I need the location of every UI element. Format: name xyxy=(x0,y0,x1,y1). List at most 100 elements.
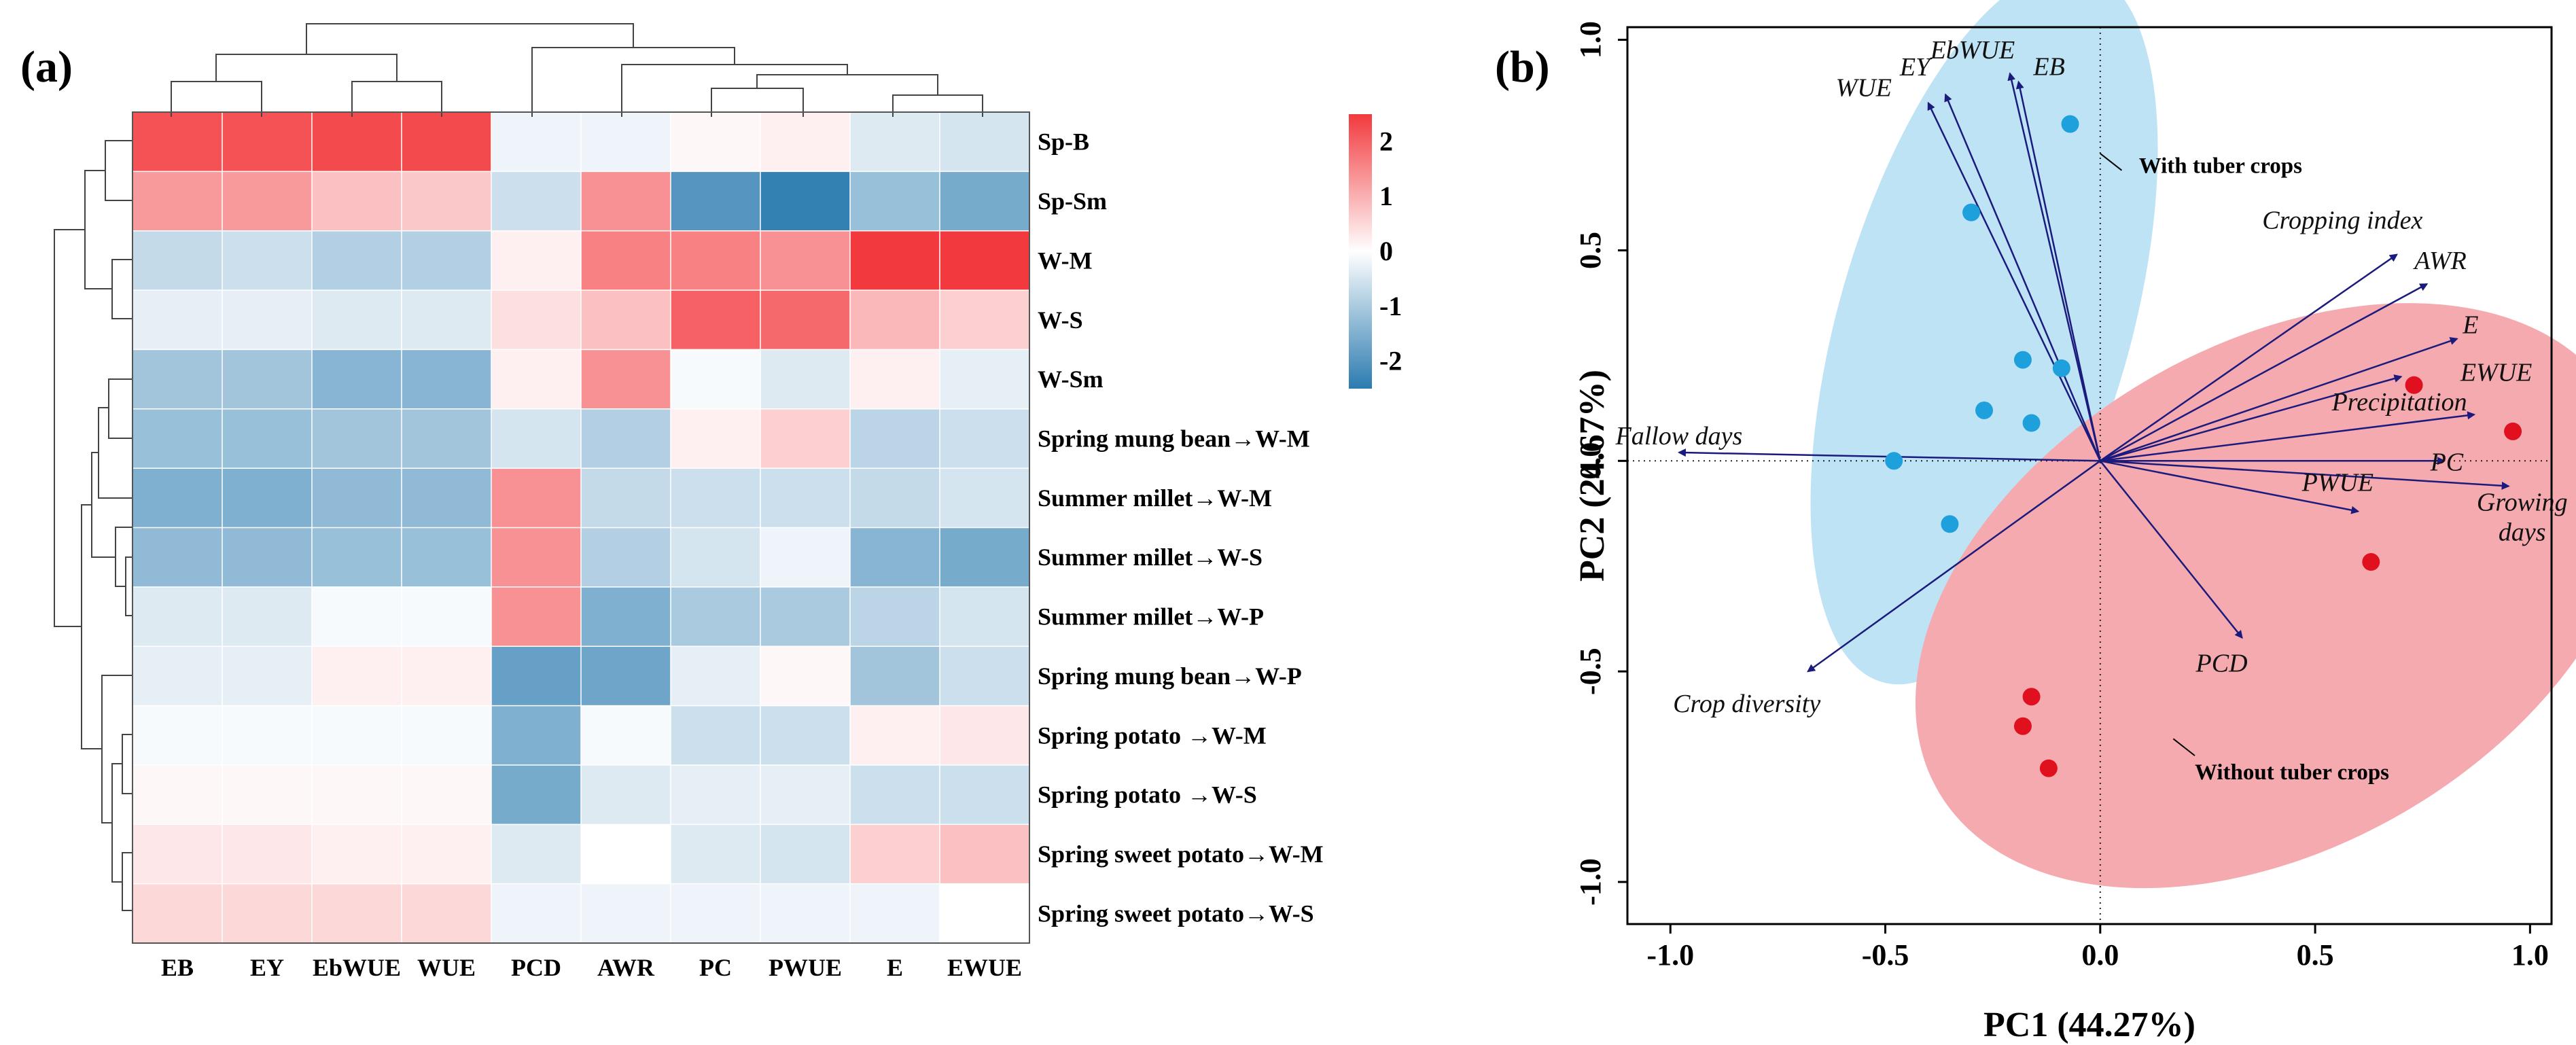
row-label: Spring sweet potato→W-S xyxy=(1038,900,1314,927)
heatmap-cell xyxy=(939,764,1031,826)
sample-point xyxy=(2013,717,2032,735)
loading-label: Fallow days xyxy=(1615,422,1742,450)
row-label: Summer millet→W-M xyxy=(1038,484,1272,512)
panel-label-b: (b) xyxy=(1495,42,1550,92)
loading-label: AWR xyxy=(2412,247,2467,275)
heatmap-cell xyxy=(939,289,1031,351)
row-label: Sp-Sm xyxy=(1038,188,1107,215)
legend-tick-label: 1 xyxy=(1379,181,1393,211)
heatmap-cell xyxy=(311,289,403,351)
axis-ticks: -1.0 -0.5 0.0 0.5 1.0 -1.0 -0.5 0.0 0.5 1.0 xyxy=(1574,21,2549,972)
heatmap-cell xyxy=(849,883,941,944)
heatmap-cell xyxy=(580,705,672,766)
annotation-leader xyxy=(2172,738,2195,756)
heatmap-cell xyxy=(401,467,493,529)
heatmap-cell xyxy=(311,705,403,766)
heatmap-cell xyxy=(491,111,582,173)
heatmap-cell xyxy=(760,111,851,173)
heatmap-cell xyxy=(939,111,1031,173)
heatmap-cell xyxy=(760,645,851,707)
heatmap-cell xyxy=(580,645,672,707)
loading-label: EbWUE xyxy=(1930,36,2015,65)
heatmap-cell xyxy=(491,349,582,410)
column-label: PCD xyxy=(511,954,561,981)
heatmap-cell xyxy=(849,645,941,707)
heatmap-cell xyxy=(491,527,582,588)
heatmap-cell xyxy=(401,230,493,291)
row-dendro-branch-3 xyxy=(84,170,112,289)
heatmap-cell xyxy=(849,527,941,588)
row-dendro-branch-10 xyxy=(108,378,133,439)
loading-arrow xyxy=(2100,460,2510,490)
heatmap-cell xyxy=(939,586,1031,648)
column-label: E xyxy=(887,954,903,981)
loading-arrow xyxy=(2100,460,2360,514)
loading-label: Cropping index xyxy=(2262,207,2422,235)
heatmap-cell xyxy=(580,408,672,470)
heatmap-cell xyxy=(760,764,851,826)
heatmap-cell xyxy=(670,883,762,944)
sample-point xyxy=(1941,515,1959,533)
heatmap-cell xyxy=(939,230,1031,291)
heatmap-cell xyxy=(849,349,941,410)
heatmap-cell xyxy=(132,586,224,648)
legend-tick-label: -1 xyxy=(1379,291,1402,321)
loading-label: PC xyxy=(2430,448,2464,476)
loading-label: Crop diversity xyxy=(1673,690,1820,718)
x-tick-label: -1.0 xyxy=(1646,938,1694,972)
loading-arrow xyxy=(2007,72,2102,461)
heatmap-cell xyxy=(580,349,672,410)
column-label: EbWUE xyxy=(313,954,401,981)
heatmap-cell xyxy=(401,764,493,826)
y-tick-label: -1.0 xyxy=(1574,858,1607,906)
heatmap-cell xyxy=(401,171,493,232)
sample-point xyxy=(2039,759,2058,777)
sample-point xyxy=(2013,351,2032,369)
heatmap-cell xyxy=(760,823,851,885)
loading-label: PWUE xyxy=(2301,469,2374,497)
heatmap-cell xyxy=(132,823,224,885)
heatmap-cell xyxy=(132,349,224,410)
loading-label-line: Growing xyxy=(2477,488,2568,516)
heatmap-cell xyxy=(580,467,672,529)
heatmap-cell xyxy=(222,467,313,529)
heatmap-cell xyxy=(222,230,313,291)
heatmap-cell xyxy=(939,645,1031,707)
heatmap-cell xyxy=(760,527,851,588)
heatmap-cell xyxy=(401,705,493,766)
heatmap-cell xyxy=(760,883,851,944)
heatmap-cell xyxy=(491,586,582,648)
heatmap-cell xyxy=(849,467,941,529)
heatmap-cell xyxy=(491,883,582,944)
row-dendro-branch-6 xyxy=(122,734,133,794)
heatmap-cell xyxy=(132,645,224,707)
heatmap-cell xyxy=(939,705,1031,766)
heatmap-cell xyxy=(939,883,1031,944)
heatmap-cell xyxy=(311,467,403,529)
heatmap-cell xyxy=(491,171,582,232)
row-labels: Sp-B Sp-Sm W-M W-S W-Sm Spring mung bean→W-M S… xyxy=(1038,128,1324,927)
heatmap-cell xyxy=(939,349,1031,410)
y-tick-label: 0.5 xyxy=(1574,232,1607,269)
heatmap-cell xyxy=(132,289,224,351)
heatmap-cell xyxy=(222,883,313,944)
heatmap-cell xyxy=(401,527,493,588)
heatmap-cell xyxy=(760,586,851,648)
heatmap-cell xyxy=(670,705,762,766)
loading-label: PCD xyxy=(2195,650,2248,678)
loading-arrow xyxy=(1807,460,2101,673)
row-dendro-branch-9 xyxy=(101,675,133,823)
row-label: Spring potato →W-S xyxy=(1038,781,1257,809)
heatmap-cell xyxy=(222,171,313,232)
row-label: W-S xyxy=(1038,306,1083,334)
heatmap-cell xyxy=(311,586,403,648)
heatmap-cell xyxy=(760,230,851,291)
row-dendro-branch-8 xyxy=(111,763,122,883)
heatmap-cell xyxy=(491,230,582,291)
sample-points xyxy=(1885,115,2522,777)
heatmap-cell xyxy=(670,171,762,232)
legend-tick-label: 0 xyxy=(1379,236,1393,266)
heatmap-cell xyxy=(132,171,224,232)
heatmap-cell xyxy=(401,408,493,470)
heatmap-cell xyxy=(132,408,224,470)
